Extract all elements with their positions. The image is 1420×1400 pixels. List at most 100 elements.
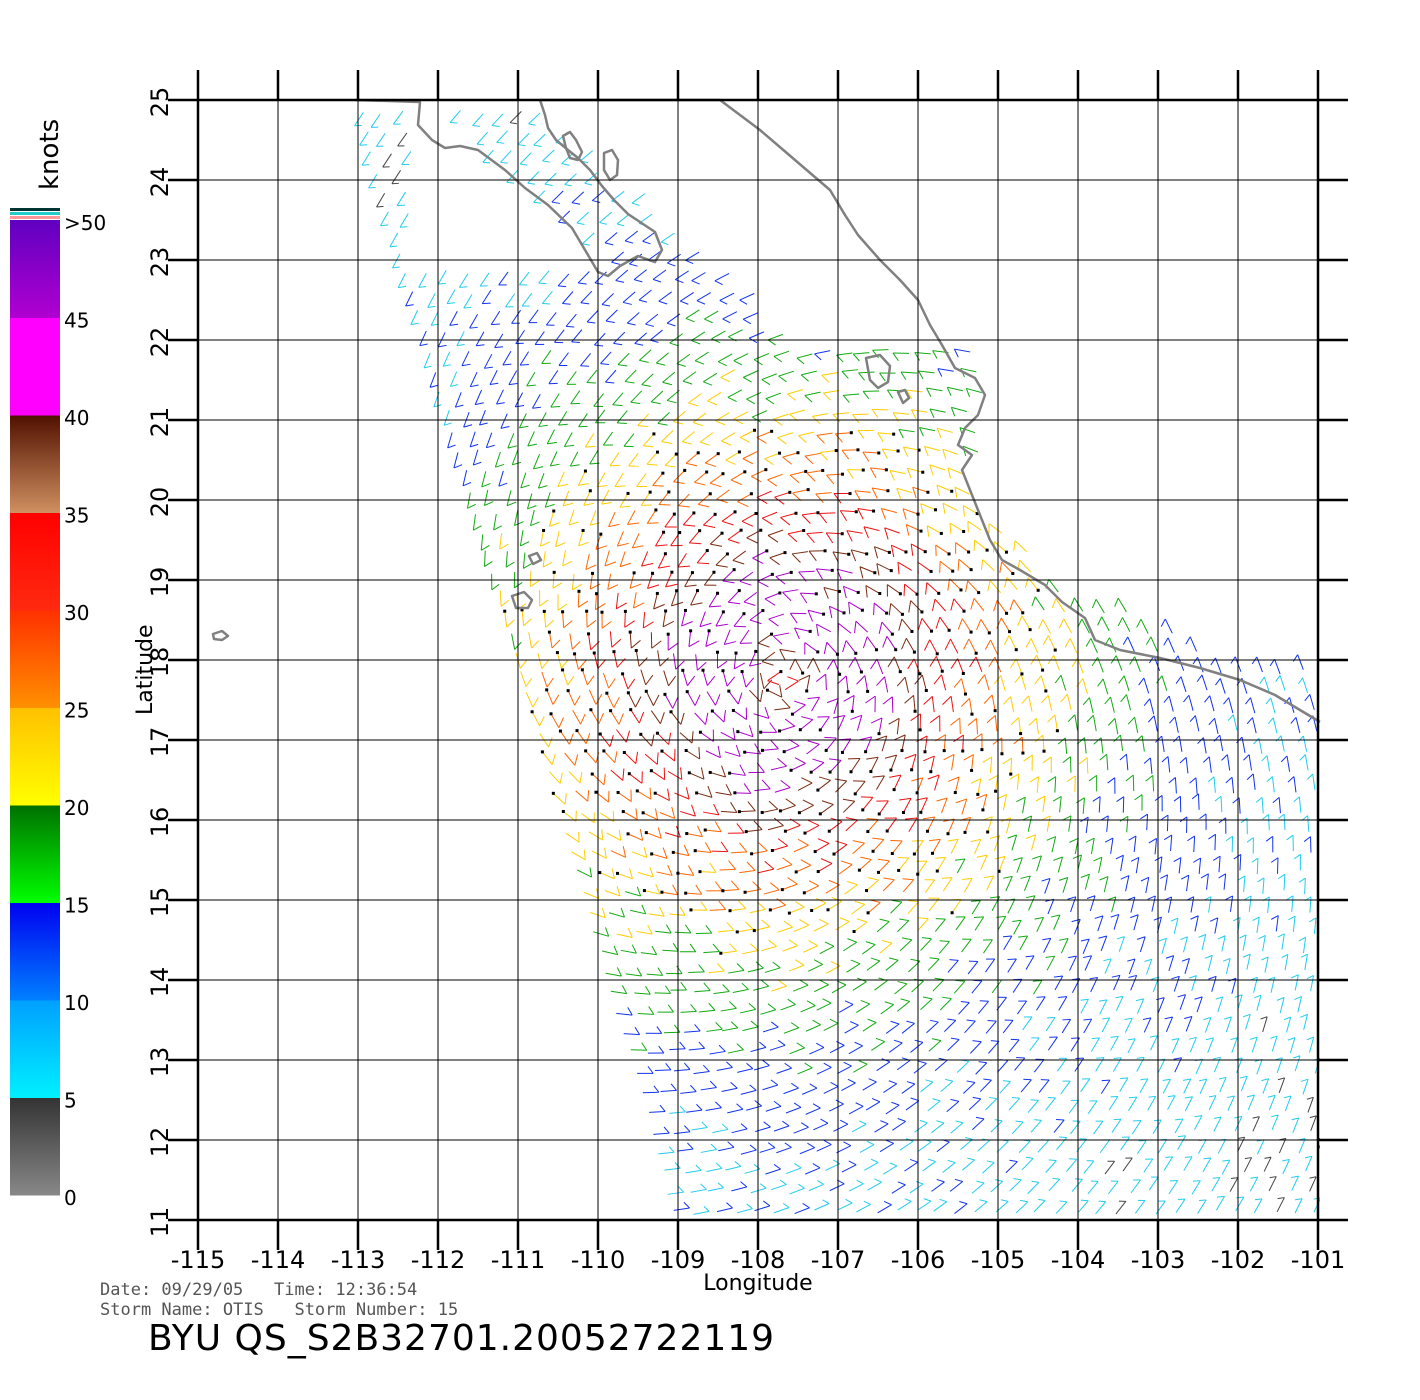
- wind-barb: [671, 844, 690, 857]
- wind-barb: [608, 907, 625, 918]
- wind-barb: [607, 573, 619, 590]
- wind-barb: [709, 531, 724, 547]
- wind-barb: [1100, 815, 1109, 832]
- wind-barb: [976, 793, 988, 812]
- lat-lon-grid: -115 -114 -113 -112 -111 -110 -109 -108 -107 -106…: [146, 70, 1348, 1274]
- wind-barb: [669, 906, 686, 916]
- wind-barb: [803, 819, 820, 835]
- wind-barb: [527, 171, 540, 185]
- wind-barb: [1069, 837, 1079, 855]
- wind-barb: [846, 959, 861, 973]
- wind-barb: [969, 656, 983, 672]
- wind-barb: [605, 309, 618, 324]
- wind-barb: [437, 270, 447, 285]
- wind-barb: [1163, 1156, 1174, 1171]
- wind-barb: [1058, 877, 1069, 893]
- wind-barb: [1060, 693, 1072, 710]
- lat-tick-label: 23: [146, 247, 174, 278]
- wind-barb: [950, 717, 961, 735]
- wind-barb: [789, 469, 808, 484]
- wind-barb: [1094, 915, 1104, 932]
- wind-barb: [1237, 875, 1246, 892]
- wind-barb: [988, 656, 1002, 673]
- wind-barb: [454, 392, 464, 408]
- wind-barb: [1136, 1139, 1147, 1155]
- wind-barb: [1124, 1017, 1133, 1033]
- wind-barb: [862, 941, 876, 955]
- wind-barb: [1135, 735, 1145, 752]
- wind-barb: [764, 451, 782, 466]
- wind-barb: [947, 578, 963, 592]
- wind-barb: [902, 878, 915, 893]
- wind-barb: [601, 489, 612, 505]
- wind-barb: [1134, 794, 1143, 811]
- wind-barb: [953, 979, 966, 994]
- wind-barb: [1002, 696, 1015, 713]
- wind-barb: [834, 778, 848, 793]
- wind-barb: [782, 451, 800, 465]
- wind-barb: [370, 113, 381, 128]
- wind-barb: [1293, 796, 1302, 813]
- wind-barb: [816, 673, 827, 691]
- wind-barb: [841, 369, 858, 379]
- wind-barb: [931, 1120, 945, 1134]
- wind-barb: [890, 544, 908, 558]
- coastline: [211, 98, 1321, 724]
- wind-barb: [733, 783, 752, 795]
- wind-barb: [1203, 756, 1212, 773]
- wind-barb: [774, 490, 792, 505]
- wind-barb: [575, 729, 591, 744]
- wind-barb: [1051, 598, 1066, 613]
- wind-barb: [765, 392, 782, 405]
- wind-barb: [841, 448, 860, 460]
- wind-barb: [1127, 1038, 1136, 1054]
- wind-barb: [939, 996, 952, 1011]
- wind-barb: [897, 918, 910, 933]
- wind-barb: [1155, 735, 1165, 752]
- wind-barb: [1136, 936, 1146, 953]
- wind-barb: [634, 985, 651, 995]
- wind-barb: [922, 816, 936, 833]
- colorbar-label: >50: [64, 211, 106, 235]
- wind-barb: [742, 943, 759, 955]
- wind-barb: [1092, 796, 1101, 813]
- wind-barb: [789, 757, 806, 772]
- wind-barb: [1233, 916, 1241, 934]
- wind-barb: [936, 1139, 950, 1153]
- wind-barb: [663, 1024, 681, 1034]
- wind-barb: [699, 432, 714, 446]
- wind-barb: [865, 877, 879, 893]
- wind-barb: [1259, 676, 1270, 693]
- wind-barb: [765, 685, 783, 698]
- wind-barb: [1107, 1180, 1119, 1195]
- wind-barb: [600, 610, 612, 629]
- wind-barb: [447, 432, 456, 449]
- wind-barb: [950, 406, 967, 417]
- wind-barb: [684, 747, 701, 760]
- wind-barb: [537, 473, 548, 489]
- wind-barb: [583, 888, 600, 899]
- wind-barb: [1042, 756, 1052, 773]
- wind-barb: [853, 1060, 868, 1073]
- wind-barb: [1165, 955, 1175, 972]
- wind-barb: [917, 1198, 932, 1211]
- wind-barb: [1003, 875, 1013, 892]
- wind-barb: [483, 550, 493, 568]
- wind-barb: [684, 571, 697, 588]
- wind-barb: [577, 867, 593, 878]
- wind-barb: [731, 707, 748, 720]
- wind-barb: [1169, 716, 1179, 733]
- wind-barb: [943, 818, 955, 836]
- wind-barb: [1168, 777, 1177, 794]
- wind-barb: [901, 1081, 916, 1094]
- lat-tick-label: 17: [146, 727, 174, 758]
- wind-barb: [760, 800, 779, 814]
- wind-barb: [977, 1138, 990, 1152]
- wind-barb: [1143, 757, 1153, 774]
- lat-tick-label: 15: [146, 887, 174, 918]
- wind-barb: [759, 1142, 776, 1153]
- wind-barb: [859, 736, 873, 754]
- wind-barb: [1062, 756, 1072, 773]
- wind-barb: [611, 251, 625, 265]
- wind-barb: [804, 391, 821, 403]
